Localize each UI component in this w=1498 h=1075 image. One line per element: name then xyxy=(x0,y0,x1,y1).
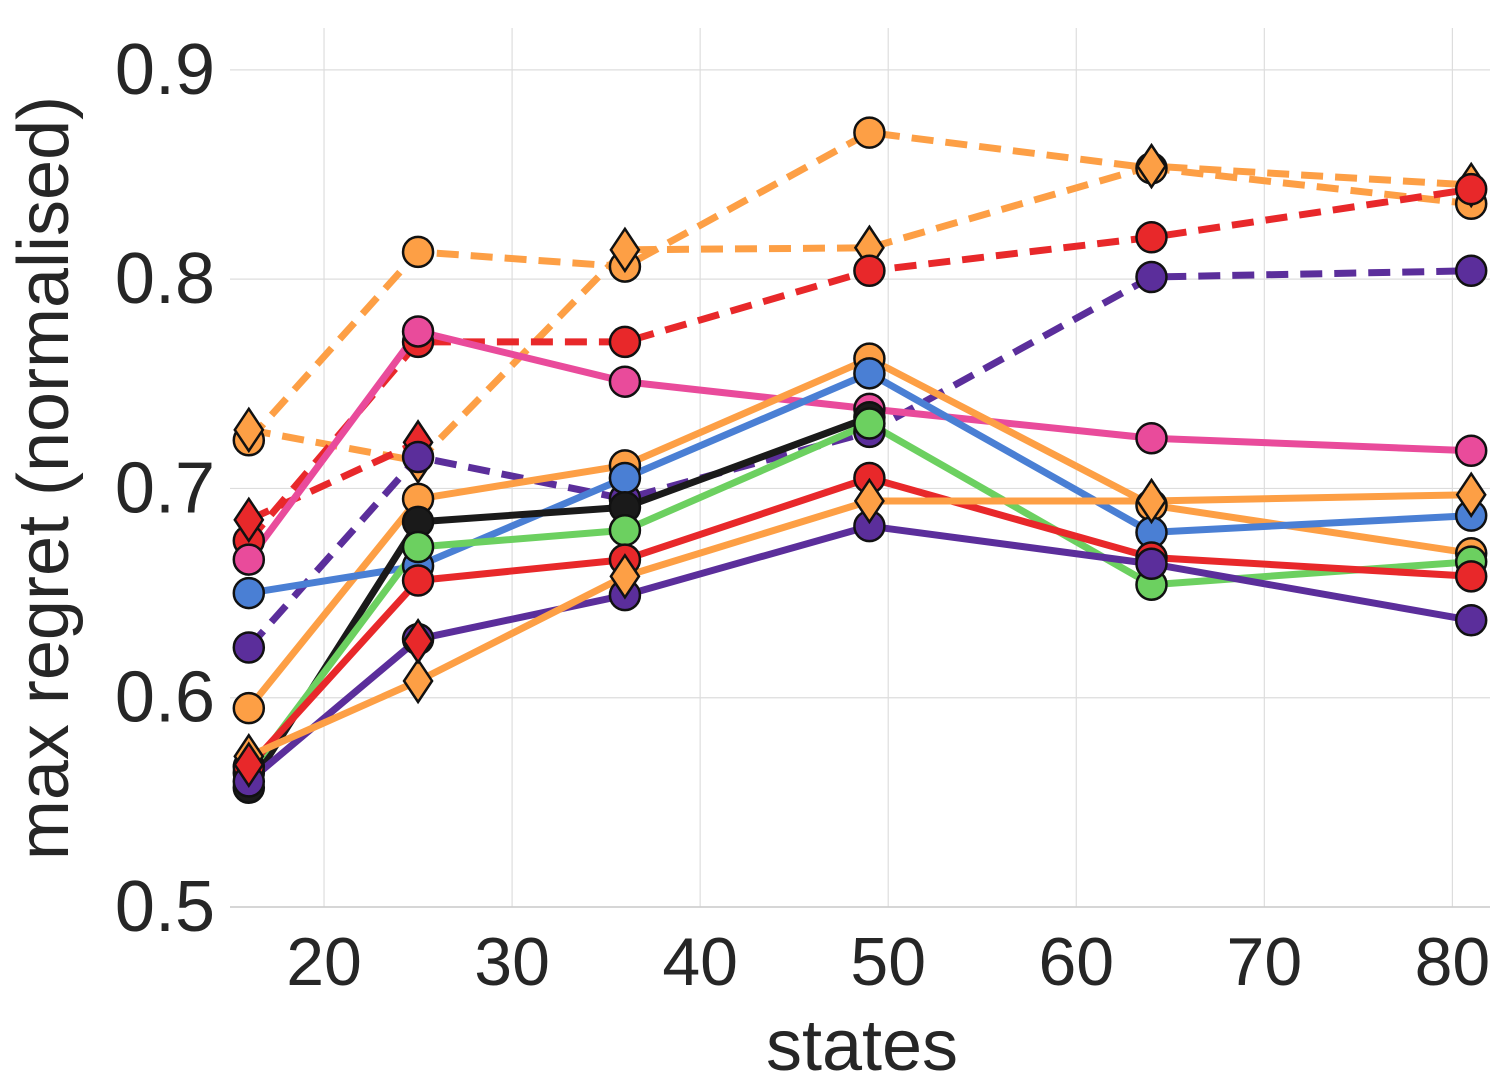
series-line xyxy=(246,522,1472,785)
data-point-diamond xyxy=(1455,471,1487,518)
y-tick-label: 0.8 xyxy=(115,239,215,319)
data-point-circle xyxy=(853,407,886,440)
series-line xyxy=(246,355,1472,711)
y-tick-label: 0.7 xyxy=(115,448,215,528)
y-tick-label: 0.9 xyxy=(115,30,215,110)
data-point-diamond xyxy=(609,553,641,600)
x-tick-label: 60 xyxy=(1038,924,1114,1000)
data-point-circle xyxy=(608,514,642,547)
x-tick-label: 50 xyxy=(850,924,926,1000)
x-axis-title: states xyxy=(766,1006,958,1075)
series-line xyxy=(245,328,1472,562)
x-tick-label: 20 xyxy=(286,924,362,1000)
data-point-diamond xyxy=(233,741,265,788)
data-point-circle xyxy=(1135,547,1168,581)
data-point-circle xyxy=(608,325,642,359)
data-point-diamond xyxy=(233,406,265,454)
data-point-circle xyxy=(853,254,886,288)
data-point-diamond xyxy=(1135,477,1167,525)
data-point-diamond xyxy=(1135,142,1167,190)
x-tick-label: 80 xyxy=(1415,924,1491,1000)
data-point-circle xyxy=(232,691,266,725)
data-point-circle xyxy=(401,564,435,597)
y-tick-label: 0.6 xyxy=(115,658,215,738)
series-line xyxy=(247,439,420,523)
data-point-circle xyxy=(401,315,435,348)
data-point-diamond xyxy=(233,496,265,544)
data-point-diamond xyxy=(853,477,885,525)
x-tick-labels: 20 30 40 50 60 70 80 xyxy=(286,924,1490,1000)
data-point-circle xyxy=(1454,434,1488,468)
series-lines xyxy=(245,129,1472,790)
data-point-circle xyxy=(401,530,435,564)
data-point-circle xyxy=(1454,254,1488,288)
data-point-circle xyxy=(853,357,886,390)
data-point-circle xyxy=(1454,560,1488,593)
series-line xyxy=(247,491,1472,760)
series-line xyxy=(246,474,1472,770)
y-axis-title: max regret (normalised) xyxy=(4,96,84,860)
x-tick-label: 70 xyxy=(1227,924,1303,1000)
data-point-circle xyxy=(1454,604,1488,637)
data-point-circle xyxy=(401,440,435,474)
series-markers xyxy=(232,116,1488,804)
data-point-circle xyxy=(401,235,435,269)
data-point-diamond xyxy=(609,226,641,274)
data-point-circle xyxy=(1135,260,1168,294)
series-line xyxy=(245,420,1472,776)
data-point-circle xyxy=(232,576,266,610)
data-point-circle xyxy=(853,116,886,149)
y-tick-label: 0.5 xyxy=(115,867,215,947)
data-point-circle xyxy=(1135,421,1168,455)
y-tick-labels: 0.5 0.6 0.7 0.8 0.9 xyxy=(115,30,215,947)
data-point-diamond xyxy=(402,617,434,665)
data-point-diamond xyxy=(402,657,434,705)
x-tick-label: 40 xyxy=(662,924,738,1000)
data-point-circle xyxy=(232,543,266,576)
data-point-circle xyxy=(1135,221,1168,254)
series-line xyxy=(246,129,1472,443)
data-point-circle xyxy=(232,631,266,664)
data-point-circle xyxy=(1454,172,1488,206)
data-point-circle xyxy=(608,365,642,398)
data-point-circle xyxy=(608,461,642,495)
x-tick-label: 30 xyxy=(474,924,550,1000)
